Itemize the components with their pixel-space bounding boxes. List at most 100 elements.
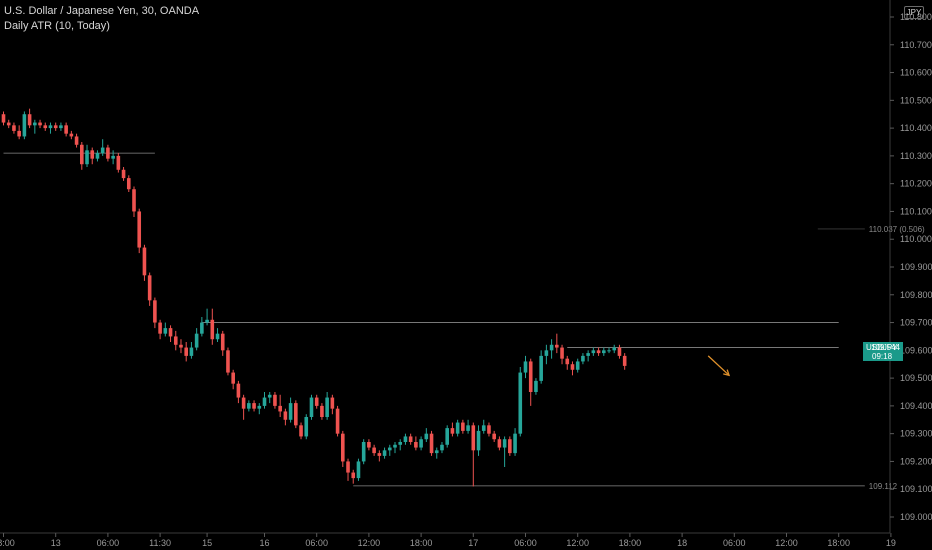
candle-body [560,347,564,359]
candle-body [377,453,382,456]
candle-body [534,380,538,392]
candle-body [205,319,209,323]
time-tick-label: 18:00 [0,538,15,548]
candle-body [424,433,429,440]
candles [1,108,627,487]
time-tick-label: 18:00 [410,538,433,548]
candle-body [226,350,230,373]
candle-body [33,122,37,126]
price-axis[interactable]: 109.000 109.100 109.200 109.300 109.400 109.5… [889,0,932,533]
candle-body [549,344,554,351]
trend-arrow-head [723,369,731,377]
candle-body [602,350,606,354]
candle-body [74,136,79,145]
candle-body [518,372,523,434]
price-tick-label: 110.500 [900,95,932,105]
trend-arrow-shaft [707,355,730,376]
time-tick-label: 18:00 [619,538,642,548]
candle-body [142,247,147,276]
candle-body [111,155,115,159]
candle-body [622,355,627,366]
candle-body [215,333,220,340]
candle-body [210,319,215,340]
price-tick-label: 109.500 [900,373,932,383]
candle-body [116,155,121,170]
price-tick-label: 109.200 [900,456,932,466]
candle-body [200,322,204,334]
candle-body [393,444,397,448]
candle-body [27,114,32,126]
time-tick-label: 06:00 [723,538,746,548]
candle-body [320,405,324,417]
candle-body [304,417,309,437]
time-tick-label: 06:00 [305,538,328,548]
candle-body [466,425,470,431]
symbol-title[interactable]: U.S. Dollar / Japanese Yen, 30, OANDA [4,5,200,17]
time-tick-label: 11:30 [149,538,171,548]
time-tick-label: 18 [677,538,687,548]
candle-body [173,336,178,345]
time-tick-label: 06:00 [97,538,120,548]
candle-body [476,430,481,451]
candle-body [617,347,622,356]
candle-body [565,358,570,365]
candle-body [137,211,142,248]
candle-body [85,150,89,165]
time-axis[interactable]: 18:00 13 06:00 11:30 15 16 06:00 12:00 18:00 17 06… [0,532,896,548]
candle-body [596,350,601,354]
candle-body [544,350,549,356]
candle-body [106,147,110,159]
candle-body [440,444,444,451]
candle-body [43,125,48,129]
candle-body [59,125,63,129]
candle-body [398,442,403,445]
candle-body [481,425,486,431]
price-tick-label: 110.100 [900,206,932,216]
level-label: 109.112 [869,482,898,491]
candle-body [497,439,502,448]
candle-body [168,328,173,337]
candle-body [528,361,533,392]
time-tick-label: 12:00 [775,538,798,548]
candle-body [419,439,423,448]
candle-body [48,125,53,129]
last-price-badge: USDJPY 109.544 09:18 [863,342,903,361]
candle-body [64,125,68,134]
chart-legend: U.S. Dollar / Japanese Yen, 30, OANDA Da… [4,4,199,34]
candle-body [367,442,371,448]
candle-body [351,472,356,479]
candle-body [299,425,303,437]
candle-body [492,433,496,440]
price-tick-label: 109.000 [900,512,932,522]
candle-body [513,433,517,454]
candle-body [429,433,434,454]
price-tick-label: 109.600 [900,345,932,355]
price-tick-label: 110.000 [900,234,932,244]
candle-body [252,403,256,409]
candle-body [132,189,136,212]
candle-body [153,300,157,323]
candle-body [194,333,199,348]
candle-body [22,114,27,137]
candle-body [575,361,580,370]
time-tick-label: 16 [259,538,269,548]
price-tick-label: 109.100 [900,484,932,494]
candle-body [372,447,376,454]
price-tick-label: 110.600 [900,68,932,78]
candle-body [445,428,449,445]
time-tick-label: 06:00 [514,538,537,548]
candle-body [1,114,6,123]
indicator-label[interactable]: Daily ATR (10, Today) [4,20,110,32]
candle-body [231,372,235,384]
currency-button[interactable]: JPY [904,6,924,19]
candle-body [12,125,16,131]
candle-body [147,275,152,301]
candle-body [414,442,418,448]
price-tick-label: 109.400 [900,401,932,411]
price-tick-label: 110.800 [900,12,932,22]
candle-body [403,436,408,442]
candle-body [325,397,329,417]
time-tick-label: 13 [51,538,61,548]
candle-body [335,408,340,434]
